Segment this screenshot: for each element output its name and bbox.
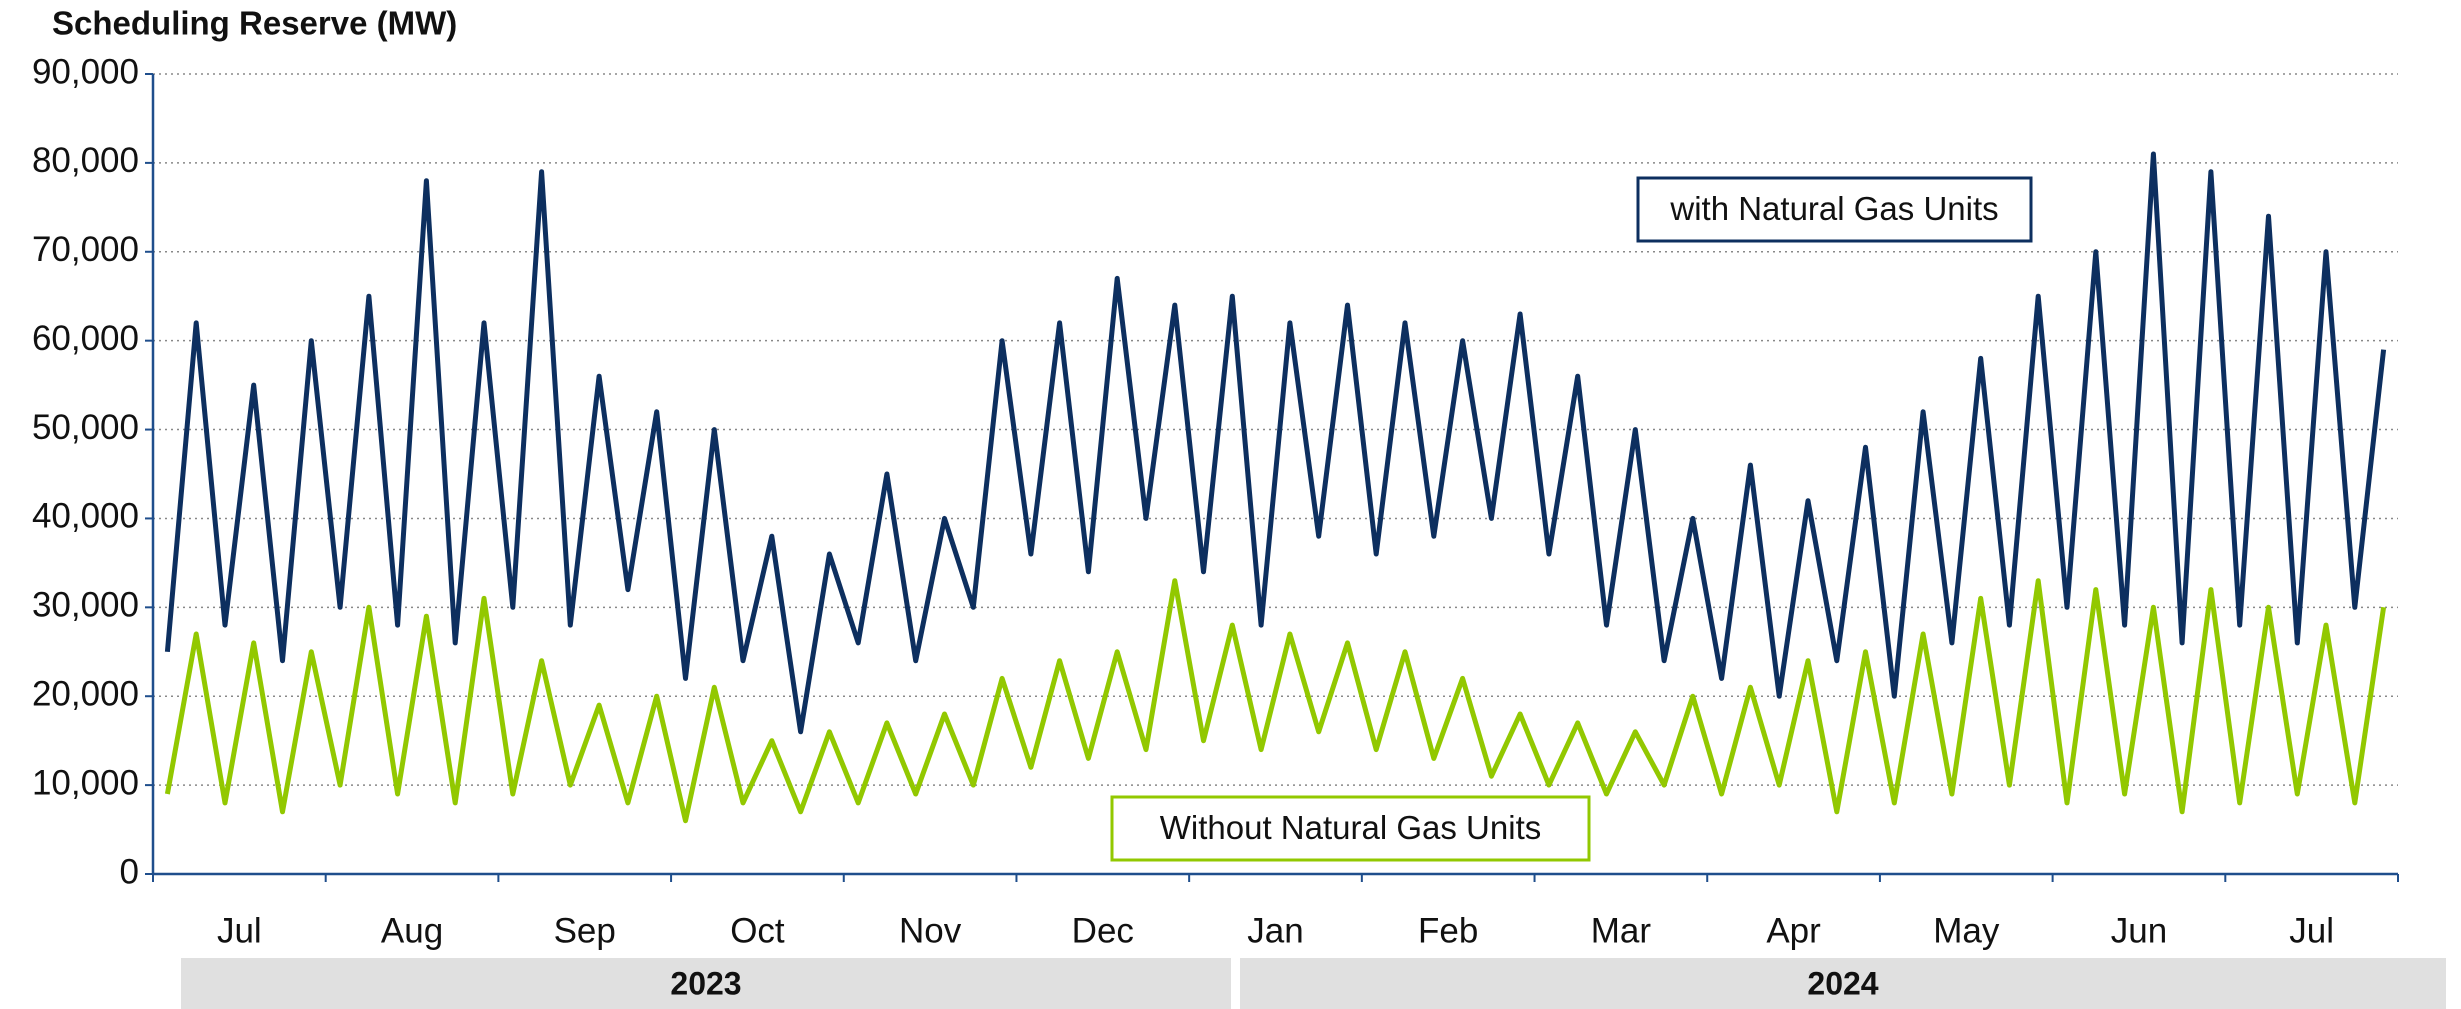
y-tick-label: 50,000 — [32, 408, 139, 447]
y-tick-label: 80,000 — [32, 141, 139, 180]
series-label-box — [1110, 795, 1591, 862]
year-label: 2023 — [670, 965, 741, 1001]
x-tick-label: May — [1933, 911, 2000, 950]
y-tick-label: 70,000 — [32, 230, 139, 269]
year-label: 2024 — [1807, 965, 1878, 1001]
y-tick-label: 0 — [120, 852, 139, 891]
x-tick-label: Oct — [730, 911, 785, 950]
series-label: Without Natural Gas Units — [1160, 809, 1541, 846]
series-label: with Natural Gas Units — [1669, 190, 1998, 227]
x-tick-label: Jan — [1247, 911, 1303, 950]
year-band — [1240, 958, 2446, 1009]
x-tick-label: Apr — [1766, 911, 1821, 950]
x-tick-label: Nov — [899, 911, 962, 950]
series-label-box — [1636, 176, 2033, 243]
chart-title: Scheduling Reserve (MW) — [52, 5, 457, 42]
x-tick-label: Sep — [554, 911, 616, 950]
x-tick-label: Jun — [2111, 911, 2167, 950]
x-tick-label: Jul — [217, 911, 262, 950]
y-tick-label: 30,000 — [32, 586, 139, 625]
y-tick-label: 10,000 — [32, 763, 139, 802]
x-tick-label: Feb — [1418, 911, 1478, 950]
x-tick-label: Jul — [2289, 911, 2334, 950]
y-tick-label: 20,000 — [32, 674, 139, 713]
y-tick-label: 60,000 — [32, 319, 139, 358]
y-tick-label: 40,000 — [32, 497, 139, 536]
y-tick-label: 90,000 — [32, 52, 139, 91]
series-line — [164, 578, 2387, 824]
x-tick-label: Mar — [1591, 911, 1652, 950]
series-line — [164, 151, 2387, 735]
x-tick-label: Aug — [381, 911, 443, 950]
year-band — [181, 958, 1231, 1009]
x-tick-label: Dec — [1072, 911, 1134, 950]
